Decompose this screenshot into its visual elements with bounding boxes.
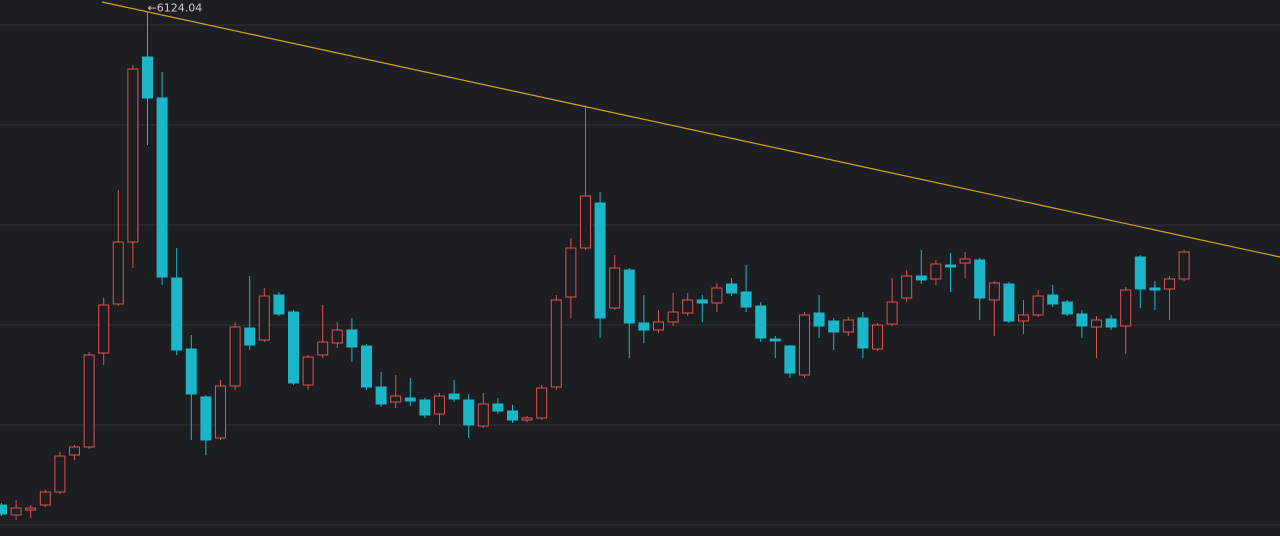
candle-body (0, 504, 7, 515)
high-marker-label: ←6124.04 (148, 2, 203, 15)
candle-body (448, 393, 460, 400)
candle-body (98, 304, 110, 354)
candle-body (83, 354, 95, 448)
candle-body (54, 455, 66, 493)
candle-body (536, 387, 548, 419)
candle-body (185, 348, 197, 395)
candle-body (755, 305, 767, 339)
candle-body (142, 56, 153, 99)
candle-body (10, 507, 22, 516)
candle-body (1091, 319, 1102, 328)
candle-body (1120, 289, 1132, 327)
candle-body (507, 410, 518, 421)
candle-body (69, 446, 80, 456)
candle-body (769, 338, 781, 342)
candle-body (404, 397, 416, 402)
candle-body (346, 329, 358, 348)
candle-body (682, 299, 694, 314)
candle-body (959, 258, 971, 264)
candle-body (171, 277, 183, 351)
candle-body (901, 275, 913, 299)
candle-body (127, 68, 139, 243)
candle-body (390, 395, 402, 403)
candle-body (1003, 283, 1015, 322)
candle-body (1032, 295, 1044, 316)
candle-body (609, 267, 621, 309)
candle-body (361, 345, 372, 388)
candle-body (740, 291, 752, 308)
candle-body (1047, 294, 1059, 305)
candle-body (1061, 301, 1073, 315)
candle-body (915, 275, 927, 281)
candle-body (302, 356, 314, 386)
candle-body (317, 341, 329, 356)
candle-body (842, 319, 854, 333)
candle-body (419, 399, 431, 416)
candle-body (156, 97, 168, 278)
candle-body (39, 491, 51, 506)
candle-body (258, 295, 270, 341)
candle-body (1018, 314, 1029, 322)
candle-body (667, 311, 679, 323)
candle-body (477, 403, 489, 427)
candle-body (112, 241, 124, 305)
candle-body (288, 311, 299, 384)
candle-body (930, 263, 942, 280)
candle-body (696, 299, 708, 304)
candle-body (886, 301, 898, 325)
candle-body (799, 314, 810, 376)
candle-body (550, 299, 562, 388)
candle-body (828, 320, 840, 333)
candle-body (1164, 278, 1175, 290)
candle-body (1076, 313, 1088, 327)
candle-body (974, 259, 986, 299)
candle-body (375, 386, 387, 405)
candle-body (945, 264, 956, 268)
candle-body (653, 321, 664, 331)
candle-body (711, 287, 723, 304)
candle-body (726, 283, 737, 294)
candle-body (521, 417, 533, 421)
candle-body (988, 282, 1000, 301)
candle-body (594, 202, 606, 319)
candle-body (331, 329, 343, 344)
candle-body (200, 396, 212, 441)
candle-body (463, 399, 475, 426)
candle-body (215, 385, 226, 439)
candle-body (872, 324, 883, 350)
candle-body (813, 312, 825, 327)
candle-body (229, 326, 241, 387)
candle-body (492, 403, 504, 412)
candle-body (638, 322, 650, 331)
candle-body (1178, 251, 1190, 280)
candle-body (580, 195, 591, 249)
candle-body (244, 327, 256, 346)
candle-body (1149, 287, 1161, 291)
candle-body (273, 294, 285, 315)
candle-body (1105, 318, 1117, 328)
candle-body (1134, 256, 1146, 290)
candle-body (784, 345, 796, 374)
candle-body (434, 395, 445, 415)
candle-body (565, 247, 577, 298)
candle-body (623, 269, 635, 324)
candle-body (25, 507, 37, 511)
trend-line (101, 1, 1280, 258)
candle-body (857, 317, 869, 349)
